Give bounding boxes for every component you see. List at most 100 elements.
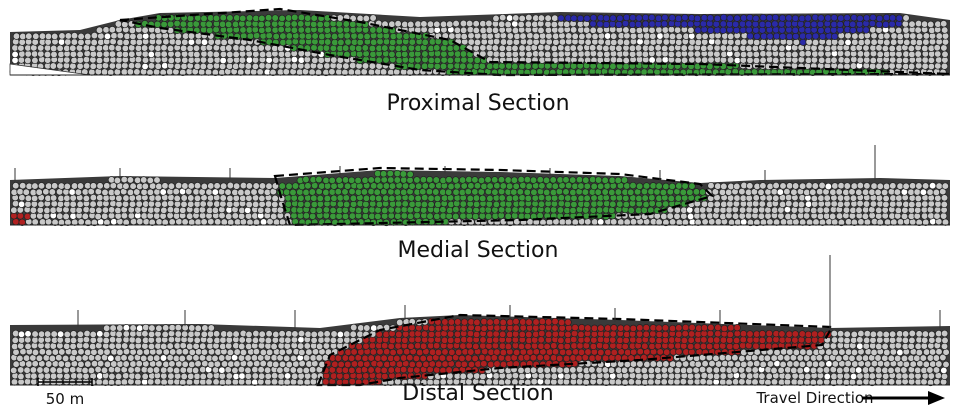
particle — [829, 213, 836, 220]
direction-label: Travel Direction — [755, 389, 873, 407]
particle — [413, 355, 420, 362]
particle — [602, 343, 609, 350]
particle — [617, 325, 624, 332]
particle — [914, 189, 921, 196]
particle — [156, 183, 163, 190]
particle — [429, 183, 436, 190]
particle — [831, 57, 838, 64]
particle — [488, 361, 495, 368]
particle — [298, 330, 305, 337]
particle — [279, 219, 286, 226]
particle — [394, 170, 401, 177]
particle — [811, 331, 818, 338]
particle — [155, 201, 162, 208]
particle — [400, 189, 407, 196]
particle — [428, 27, 435, 34]
particle — [579, 33, 586, 40]
particle — [194, 51, 201, 58]
particle — [316, 207, 323, 214]
particle — [650, 33, 657, 40]
particle — [585, 39, 592, 46]
particle — [766, 195, 773, 202]
particle — [487, 319, 494, 326]
particle — [902, 331, 909, 338]
particle — [36, 189, 43, 196]
particle — [38, 331, 45, 338]
particle — [772, 21, 779, 28]
particle — [818, 195, 825, 202]
particle — [493, 319, 500, 326]
particle — [420, 343, 427, 350]
particle — [377, 348, 384, 355]
particle — [280, 39, 287, 46]
particle — [117, 325, 124, 332]
particle — [90, 63, 97, 70]
particle — [668, 195, 675, 202]
particle — [97, 194, 104, 201]
particle — [609, 337, 616, 344]
particle — [207, 372, 214, 379]
particle — [355, 207, 362, 214]
particle — [161, 207, 168, 214]
particle — [589, 45, 596, 52]
particle — [563, 367, 570, 374]
particle — [221, 39, 228, 46]
particle — [284, 21, 291, 28]
particle — [180, 45, 187, 52]
particle — [122, 45, 129, 52]
particle — [897, 183, 904, 190]
particle — [473, 27, 480, 34]
particle — [174, 63, 181, 70]
particle — [454, 331, 461, 338]
particle — [226, 45, 233, 52]
particle — [305, 33, 312, 40]
particle — [858, 330, 865, 337]
particle — [388, 207, 395, 214]
particle — [279, 183, 286, 190]
particle — [362, 355, 369, 362]
particle — [569, 177, 576, 184]
particle — [310, 355, 317, 362]
particle — [791, 213, 798, 220]
particle — [696, 33, 703, 40]
particle — [439, 355, 446, 362]
particle — [472, 355, 479, 362]
particle — [459, 207, 466, 214]
particle — [624, 361, 631, 368]
particle — [857, 337, 864, 344]
particle — [507, 39, 514, 46]
particle — [811, 195, 818, 202]
particle — [857, 57, 864, 64]
particle — [407, 21, 414, 28]
particle — [200, 57, 207, 64]
particle — [434, 57, 441, 64]
particle — [734, 324, 741, 331]
particle — [472, 213, 479, 220]
particle — [589, 355, 596, 362]
particle — [590, 21, 597, 28]
particle — [896, 373, 903, 380]
particle — [661, 379, 668, 386]
particle — [400, 177, 407, 184]
particle — [928, 213, 935, 220]
particle — [850, 207, 857, 214]
particle — [181, 63, 188, 70]
particle — [824, 45, 831, 52]
particle — [552, 51, 559, 58]
particle — [90, 201, 97, 208]
particle — [253, 330, 260, 337]
particle — [597, 183, 604, 190]
particle — [110, 200, 117, 207]
particle — [572, 324, 579, 331]
particle — [747, 57, 754, 64]
particle — [922, 201, 929, 208]
particle — [882, 373, 889, 380]
particle — [141, 45, 148, 52]
particle — [862, 367, 869, 374]
particle — [816, 188, 823, 195]
particle — [226, 373, 233, 380]
particle — [278, 26, 285, 33]
particle — [141, 213, 148, 220]
particle — [933, 355, 940, 362]
particle — [147, 379, 154, 386]
